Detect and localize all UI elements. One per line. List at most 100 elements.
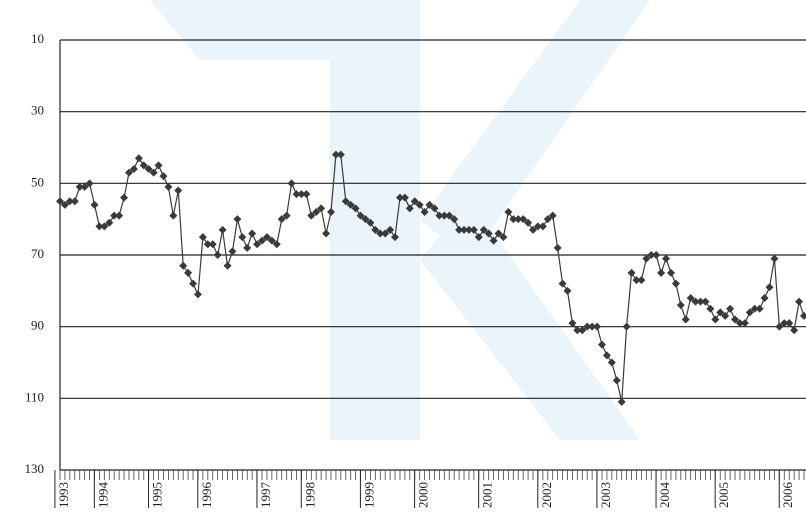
- marker: [65, 197, 74, 206]
- marker: [647, 251, 656, 259]
- marker: [361, 215, 370, 224]
- marker: [721, 311, 730, 320]
- marker: [563, 286, 572, 295]
- marker: [134, 154, 143, 163]
- marker: [469, 225, 478, 234]
- marker: [795, 297, 804, 306]
- marker: [331, 150, 340, 159]
- marker: [588, 322, 597, 331]
- marker: [346, 200, 355, 209]
- marker: [474, 233, 483, 242]
- marker: [415, 200, 424, 209]
- marker: [637, 276, 646, 285]
- marker: [258, 236, 267, 245]
- marker: [90, 200, 99, 209]
- marker: [124, 168, 133, 177]
- marker: [583, 322, 592, 331]
- marker: [120, 193, 129, 202]
- x-tick-label: 1998: [302, 482, 317, 508]
- marker: [657, 268, 666, 277]
- marker: [553, 243, 562, 252]
- x-tick-label: 2001: [480, 482, 495, 508]
- marker: [519, 215, 528, 224]
- marker: [760, 294, 769, 302]
- marker: [174, 186, 183, 195]
- marker: [593, 322, 602, 331]
- marker: [740, 319, 749, 328]
- marker: [267, 236, 276, 245]
- x-tick-label: 1995: [150, 482, 165, 508]
- marker: [307, 211, 316, 220]
- y-tick-label: 130: [25, 461, 45, 476]
- watermark-shape: [330, 0, 420, 440]
- marker: [223, 261, 232, 270]
- marker: [696, 297, 705, 306]
- x-tick-label: 1994: [95, 482, 110, 509]
- marker: [622, 322, 631, 331]
- marker: [420, 208, 429, 216]
- marker: [558, 279, 567, 288]
- marker: [164, 182, 173, 191]
- marker: [184, 268, 193, 277]
- marker: [189, 279, 198, 288]
- marker: [60, 200, 69, 209]
- marker: [381, 229, 390, 238]
- marker: [312, 208, 321, 216]
- marker: [149, 168, 158, 177]
- marker: [780, 319, 789, 328]
- watermark: [150, 0, 650, 440]
- marker: [129, 165, 138, 173]
- marker: [800, 311, 806, 320]
- marker: [56, 197, 64, 206]
- line: [59, 154, 805, 403]
- marker: [322, 229, 331, 238]
- marker: [686, 294, 695, 302]
- marker: [85, 179, 94, 188]
- marker: [144, 165, 153, 173]
- x-tick-label: 2002: [539, 482, 554, 508]
- marker: [430, 204, 439, 213]
- marker: [440, 211, 449, 220]
- marker: [425, 200, 434, 209]
- marker: [652, 251, 661, 259]
- marker: [366, 218, 375, 227]
- marker: [735, 319, 744, 328]
- y-tick-label: 110: [25, 389, 44, 404]
- marker: [484, 229, 493, 238]
- x-tick-label: 2005: [716, 482, 731, 508]
- marker: [755, 304, 764, 313]
- marker: [248, 229, 257, 238]
- marker: [292, 190, 301, 199]
- marker: [297, 190, 306, 199]
- marker: [326, 208, 335, 216]
- marker: [785, 319, 794, 328]
- marker: [602, 351, 611, 360]
- marker: [287, 179, 296, 188]
- marker: [701, 297, 710, 306]
- x-tick-label: 1997: [258, 482, 273, 509]
- marker: [450, 215, 459, 224]
- x-tick-label: 1996: [199, 482, 214, 509]
- marker: [662, 254, 671, 263]
- marker: [371, 225, 380, 234]
- x-tick-label: 1993: [56, 482, 71, 508]
- marker: [706, 304, 715, 313]
- marker: [538, 222, 547, 231]
- y-tick-label: 70: [31, 246, 44, 261]
- marker: [435, 211, 444, 220]
- marker: [765, 283, 774, 292]
- marker: [642, 254, 651, 263]
- marker: [509, 215, 518, 224]
- marker: [243, 243, 252, 252]
- marker: [573, 326, 582, 335]
- y-tick-label: 10: [31, 31, 44, 46]
- watermark-shape: [420, 0, 650, 260]
- marker: [262, 233, 271, 242]
- marker: [410, 197, 419, 206]
- marker: [676, 301, 685, 310]
- x-tick-label: 1999: [361, 482, 376, 508]
- marker: [351, 204, 360, 213]
- marker: [464, 225, 473, 234]
- marker: [179, 261, 188, 270]
- marker: [277, 215, 286, 224]
